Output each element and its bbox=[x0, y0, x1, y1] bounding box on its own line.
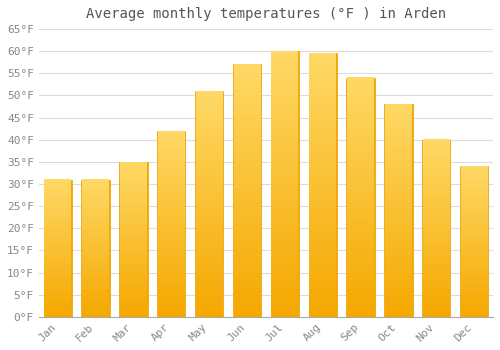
Bar bbox=[44, 180, 72, 317]
Bar bbox=[119, 162, 148, 317]
Bar bbox=[195, 91, 224, 317]
Bar bbox=[384, 104, 412, 317]
Bar bbox=[308, 54, 337, 317]
Bar bbox=[460, 166, 488, 317]
Bar bbox=[82, 180, 110, 317]
Bar bbox=[233, 64, 261, 317]
Bar bbox=[157, 131, 186, 317]
Bar bbox=[270, 51, 299, 317]
Bar bbox=[346, 78, 375, 317]
Bar bbox=[422, 140, 450, 317]
Title: Average monthly temperatures (°F ) in Arden: Average monthly temperatures (°F ) in Ar… bbox=[86, 7, 446, 21]
